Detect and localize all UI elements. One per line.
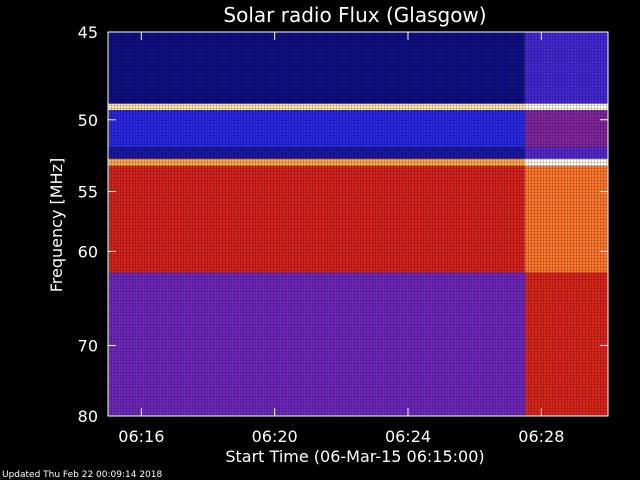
texture-horizontal: [108, 32, 608, 416]
y-tick-label: 50: [78, 111, 98, 130]
y-tick-label: 60: [78, 242, 98, 261]
chart-title: Solar radio Flux (Glasgow): [223, 3, 486, 27]
x-tick-label: 06:28: [518, 427, 564, 446]
x-tick-label: 06:20: [252, 427, 298, 446]
y-tick-label: 80: [78, 407, 98, 426]
plot-area: [107, 31, 609, 417]
x-tick-label: 06:16: [118, 427, 164, 446]
y-axis: 45 50 55 60 70 80: [78, 23, 608, 426]
y-tick-label: 45: [78, 23, 98, 42]
x-axis-label: Start Time (06-Mar-15 06:15:00): [225, 447, 484, 466]
x-tick-label: 06:24: [385, 427, 431, 446]
y-tick-label: 55: [78, 183, 98, 202]
plot-frame: [107, 31, 609, 417]
y-tick-label: 70: [78, 336, 98, 355]
y-axis-label: Frequency [MHz]: [47, 158, 66, 292]
footer-updated: Updated Thu Feb 22 00:09:14 2018: [2, 470, 163, 480]
x-axis: 06:16 06:20 06:24 06:28: [118, 32, 564, 446]
